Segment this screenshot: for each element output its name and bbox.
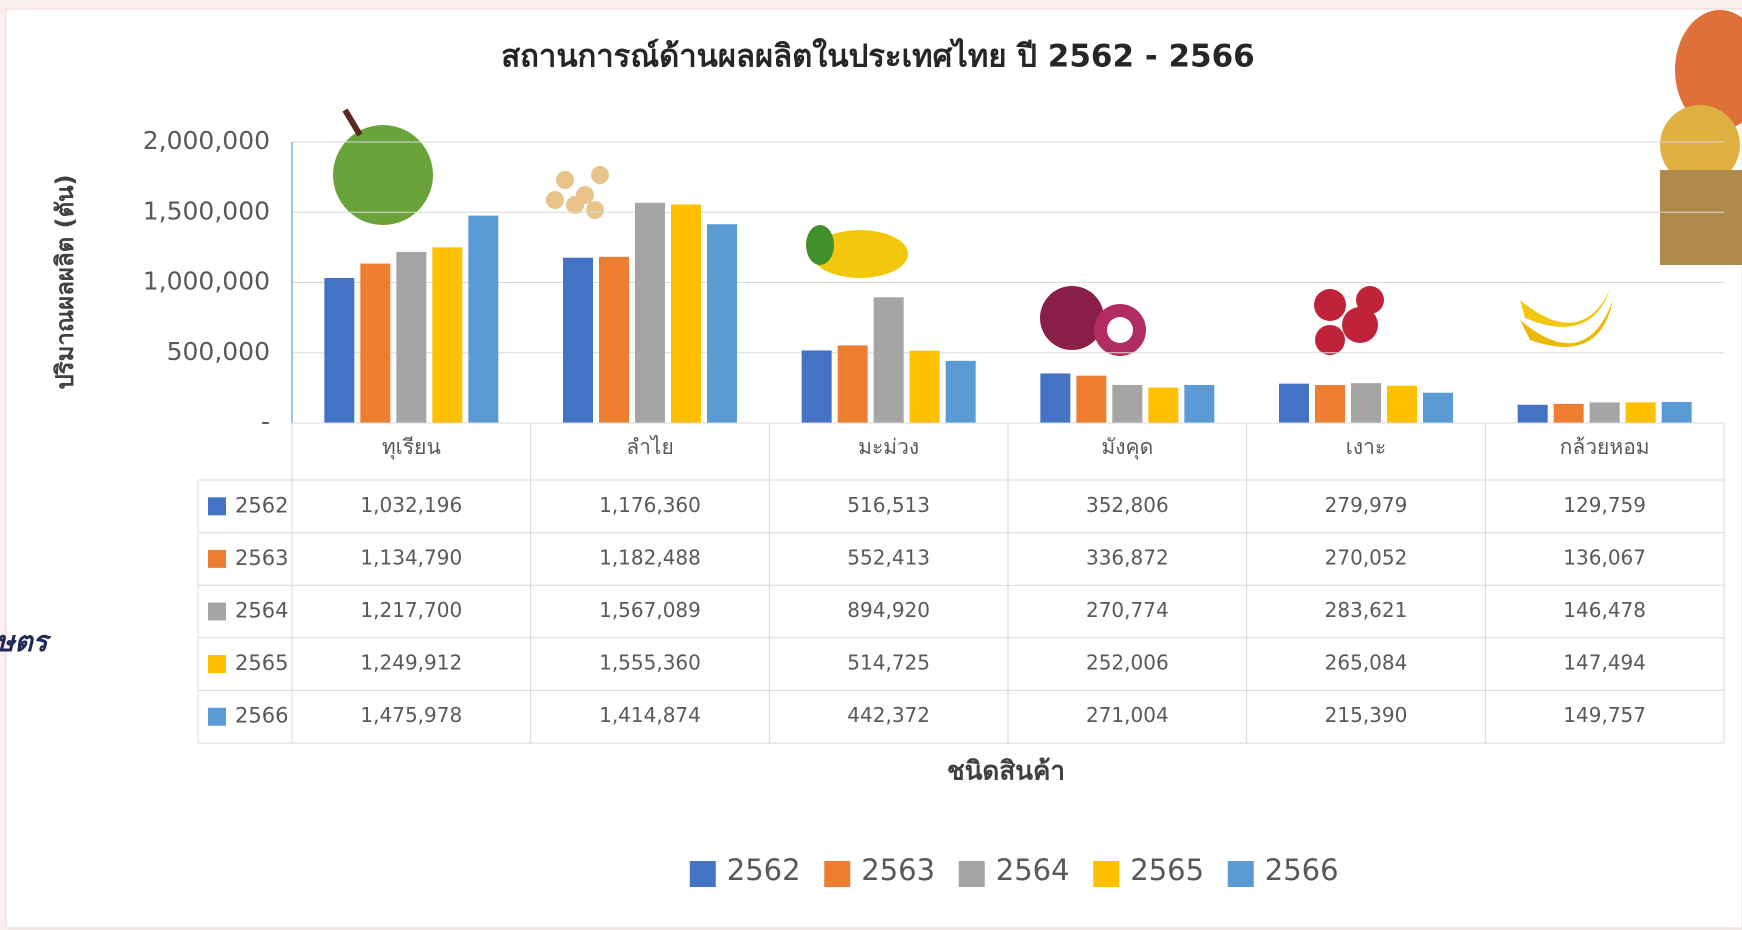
legend-label: 2563 <box>861 853 935 887</box>
bar <box>1589 402 1620 423</box>
table-cell: 1,567,089 <box>599 598 701 622</box>
bar <box>873 297 904 423</box>
bar <box>1387 385 1417 423</box>
bar <box>324 277 355 423</box>
table-cell: 265,084 <box>1325 651 1408 675</box>
legend-label: 2564 <box>996 853 1070 887</box>
card <box>5 8 1742 929</box>
table-cell: 279,979 <box>1325 493 1408 517</box>
bar <box>1040 373 1071 423</box>
table-cell: 146,478 <box>1563 598 1646 622</box>
bar <box>1112 384 1143 423</box>
table-cell: 336,872 <box>1086 545 1169 569</box>
table-row-label: 2564 <box>235 599 288 623</box>
table-legend-key <box>208 497 226 516</box>
y-tick-label: 1,500,000 <box>143 196 270 225</box>
bar <box>432 247 463 423</box>
bar <box>563 257 593 423</box>
x-axis-title: ชนิดสินค้า <box>947 757 1065 787</box>
bar <box>909 350 940 423</box>
bar <box>837 345 868 423</box>
bar <box>468 215 499 423</box>
table-row-label: 2563 <box>235 546 288 570</box>
y-axis-title: ปริมาณผลผลิต (ตัน) <box>51 174 79 389</box>
bar <box>1625 402 1656 423</box>
x-tick-label: มะม่วง <box>858 435 919 459</box>
table-cell: 271,004 <box>1086 703 1169 727</box>
table-cell: 1,414,874 <box>599 703 701 727</box>
legend-label: 2566 <box>1265 853 1339 887</box>
table-cell: 1,176,360 <box>599 493 701 517</box>
table-row-label: 2565 <box>235 651 288 675</box>
table-legend-key <box>208 707 226 726</box>
table-cell: 442,372 <box>847 703 930 727</box>
legend-key <box>958 861 985 887</box>
x-tick-label: ลำไย <box>626 435 674 459</box>
table-cell: 1,134,790 <box>360 545 462 569</box>
y-tick-label: 2,000,000 <box>143 126 270 155</box>
bar <box>360 263 391 423</box>
table-cell: 147,494 <box>1563 651 1646 675</box>
legend-key <box>689 861 716 887</box>
x-tick-label: กล้วยหอม <box>1560 435 1650 459</box>
table-cell: 136,067 <box>1563 545 1646 569</box>
table-cell: 270,052 <box>1325 545 1408 569</box>
table-cell: 516,513 <box>847 493 930 517</box>
table-cell: 1,182,488 <box>599 545 701 569</box>
bar <box>707 224 737 423</box>
legend-key <box>1093 861 1120 887</box>
table-row-label: 2566 <box>235 704 288 728</box>
legend-key <box>1227 861 1254 887</box>
y-tick-label: 1,000,000 <box>143 267 270 296</box>
table-cell: 894,920 <box>847 598 930 622</box>
table-cell: 283,621 <box>1325 598 1408 622</box>
bar <box>635 202 665 423</box>
bar <box>1553 403 1584 423</box>
bar <box>1315 385 1345 423</box>
table-cell: 149,757 <box>1563 703 1646 727</box>
legend-label: 2565 <box>1130 853 1204 887</box>
x-tick-label: มังคุด <box>1101 435 1153 460</box>
table-cell: 352,806 <box>1086 493 1169 517</box>
bar <box>1517 404 1548 423</box>
table-cell: 514,725 <box>847 651 930 675</box>
table-legend-key <box>208 602 226 621</box>
table-cell: 215,390 <box>1325 703 1408 727</box>
table-cell: 1,217,700 <box>360 598 462 622</box>
bar <box>1279 383 1309 423</box>
table-cell: 1,475,978 <box>360 703 462 727</box>
table-cell: 1,249,912 <box>360 651 462 675</box>
bar <box>801 350 832 423</box>
y-tick-label: 500,000 <box>167 337 270 366</box>
bar <box>599 256 629 423</box>
bar <box>396 251 427 423</box>
decor <box>333 10 1742 356</box>
table-cell: 252,006 <box>1086 651 1169 675</box>
table-cell: 1,555,360 <box>599 651 701 675</box>
bar <box>945 360 976 423</box>
y-tick-label: - <box>261 407 270 436</box>
table-row-label: 2562 <box>235 493 288 517</box>
table-legend-key <box>208 549 226 568</box>
bar <box>1423 392 1453 423</box>
table-cell: 552,413 <box>847 545 930 569</box>
bar <box>671 204 701 423</box>
bar <box>1184 384 1215 423</box>
table-cell: 270,774 <box>1086 598 1169 622</box>
x-tick-label: ทุเรียน <box>382 435 441 460</box>
table-cell: 1,032,196 <box>360 493 462 517</box>
table-legend-key <box>208 655 226 674</box>
bar <box>1148 387 1179 423</box>
bar <box>1351 383 1381 423</box>
x-tick-label: เงาะ <box>1346 435 1387 459</box>
bar <box>1661 401 1692 423</box>
legend-label: 2562 <box>727 853 801 887</box>
chart-title: สถานการณ์ด้านผลผลิตในประเทศไทย ปี 2562 -… <box>501 38 1255 75</box>
legend-key <box>824 861 851 887</box>
bar <box>1076 375 1107 423</box>
table-cell: 129,759 <box>1563 493 1646 517</box>
side-text: ษตร <box>0 625 52 658</box>
